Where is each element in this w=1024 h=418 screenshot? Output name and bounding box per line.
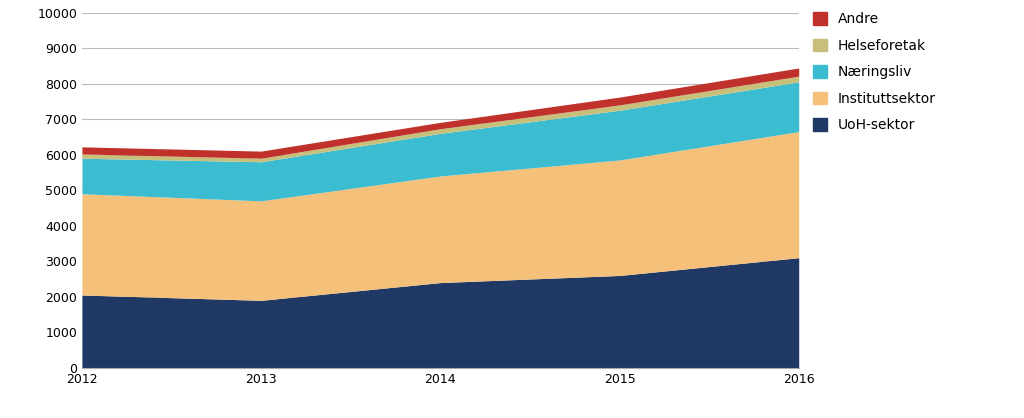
Legend: Andre, Helseforetak, Næringsliv, Instituttsektor, UoH-sektor: Andre, Helseforetak, Næringsliv, Institu… xyxy=(813,13,936,133)
